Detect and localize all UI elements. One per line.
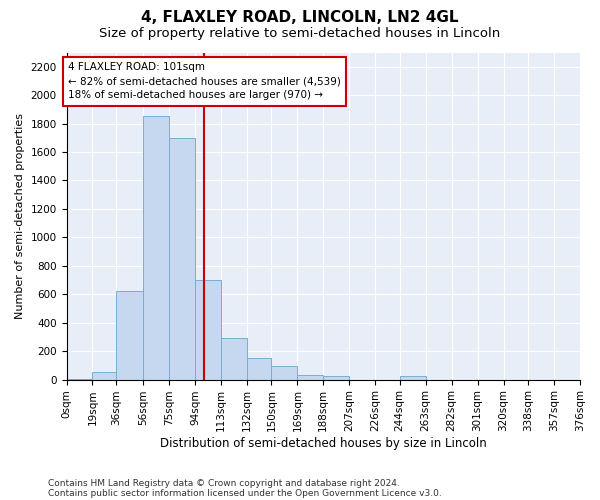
Bar <box>323 376 349 380</box>
Text: 4, FLAXLEY ROAD, LINCOLN, LN2 4GL: 4, FLAXLEY ROAD, LINCOLN, LN2 4GL <box>141 10 459 25</box>
Text: Size of property relative to semi-detached houses in Lincoln: Size of property relative to semi-detach… <box>100 28 500 40</box>
Bar <box>143 116 169 380</box>
Y-axis label: Number of semi-detached properties: Number of semi-detached properties <box>15 113 25 319</box>
Bar <box>247 358 271 380</box>
Bar <box>116 292 143 380</box>
Text: Contains public sector information licensed under the Open Government Licence v3: Contains public sector information licen… <box>48 488 442 498</box>
Text: 4 FLAXLEY ROAD: 101sqm
← 82% of semi-detached houses are smaller (4,539)
18% of : 4 FLAXLEY ROAD: 101sqm ← 82% of semi-det… <box>68 62 341 100</box>
Bar <box>298 374 323 380</box>
Bar <box>271 366 298 380</box>
Bar <box>195 280 221 380</box>
Text: Contains HM Land Registry data © Crown copyright and database right 2024.: Contains HM Land Registry data © Crown c… <box>48 478 400 488</box>
Bar <box>400 376 425 380</box>
Bar <box>221 338 247 380</box>
Bar <box>169 138 195 380</box>
Bar <box>67 379 92 380</box>
Bar <box>92 372 116 380</box>
X-axis label: Distribution of semi-detached houses by size in Lincoln: Distribution of semi-detached houses by … <box>160 437 487 450</box>
